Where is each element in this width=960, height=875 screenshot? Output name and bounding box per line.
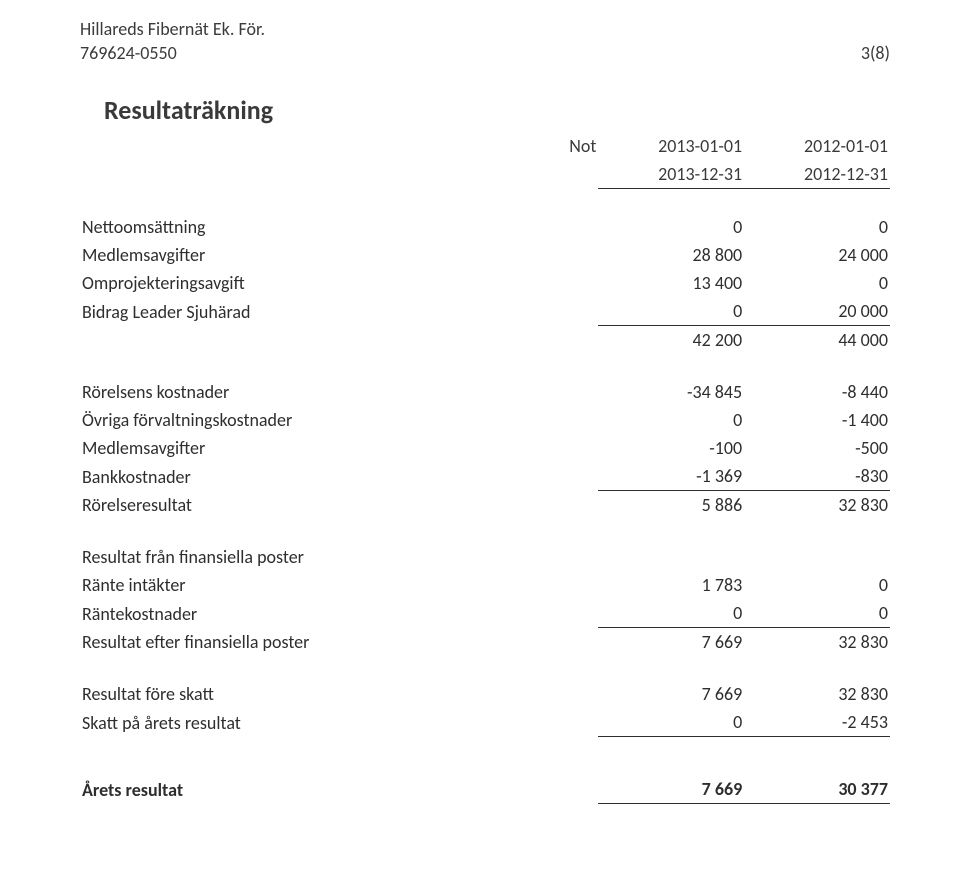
cell-label: Rörelsens kostnader — [80, 378, 517, 406]
cell-a: -100 — [598, 434, 744, 462]
cell-label: Bidrag Leader Sjuhärad — [80, 297, 517, 326]
cell-label: Skatt på årets resultat — [80, 708, 517, 737]
cell-b: 0 — [744, 269, 890, 297]
row-rorelseresultat: Rörelseresultat 5 886 32 830 — [80, 491, 890, 520]
cell-b: 32 830 — [744, 628, 890, 657]
cell-a: -34 845 — [598, 378, 744, 406]
cell-a: 7 669 — [598, 775, 744, 804]
cell-label: Resultat från finansiella poster — [80, 543, 517, 571]
row-omprojekteringsavgift: Omprojekteringsavgift 13 400 0 — [80, 269, 890, 297]
row-nettoomsattning: Nettoomsättning 0 0 — [80, 213, 890, 241]
page-marker: 3(8) — [861, 42, 890, 64]
cell-label: Bankkostnader — [80, 462, 517, 491]
cell-a: 0 — [598, 213, 744, 241]
cell-label: Räntekostnader — [80, 599, 517, 628]
cell-b: -8 440 — [744, 378, 890, 406]
cell-label: Övriga förvaltningskostnader — [80, 406, 517, 434]
cell-label: Resultat efter finansiella poster — [80, 628, 517, 657]
cell-a: 5 886 — [598, 491, 744, 520]
cell-a: 42 200 — [598, 326, 744, 355]
col-a-bottom: 2013-12-31 — [598, 160, 744, 189]
row-resultat-fore-skatt: Resultat före skatt 7 669 32 830 — [80, 680, 890, 708]
cell-b: 44 000 — [744, 326, 890, 355]
row-rorelsens-kostnader: Rörelsens kostnader -34 845 -8 440 — [80, 378, 890, 406]
row-medlemsavgifter-1: Medlemsavgifter 28 800 24 000 — [80, 241, 890, 269]
row-ranteintakter: Ränte intäkter 1 783 0 — [80, 571, 890, 599]
row-bankkostnader: Bankkostnader -1 369 -830 — [80, 462, 890, 491]
col-b-bottom: 2012-12-31 — [744, 160, 890, 189]
cell-a: 7 669 — [598, 680, 744, 708]
cell-a: 0 — [598, 297, 744, 326]
org-number: 769624-0550 — [80, 42, 177, 64]
col-a-top: 2013-01-01 — [598, 132, 744, 160]
row-sum-intakter: 42 200 44 000 — [80, 326, 890, 355]
cell-label: Årets resultat — [80, 775, 517, 804]
row-bidrag-leader: Bidrag Leader Sjuhärad 0 20 000 — [80, 297, 890, 326]
row-medlemsavgifter-2: Medlemsavgifter -100 -500 — [80, 434, 890, 462]
cell-b: 0 — [744, 599, 890, 628]
cell-label: Ränte intäkter — [80, 571, 517, 599]
cell-a: 28 800 — [598, 241, 744, 269]
cell-b: -830 — [744, 462, 890, 491]
cell-b: 32 830 — [744, 680, 890, 708]
row-ovriga-forvaltning: Övriga förvaltningskostnader 0 -1 400 — [80, 406, 890, 434]
cell-a: 0 — [598, 406, 744, 434]
cell-a: 0 — [598, 708, 744, 737]
cell-a: 0 — [598, 599, 744, 628]
col-header-row-2: 2013-12-31 2012-12-31 — [80, 160, 890, 189]
cell-b: 0 — [744, 213, 890, 241]
cell-b: 30 377 — [744, 775, 890, 804]
cell-a: 1 783 — [598, 571, 744, 599]
cell-b: 20 000 — [744, 297, 890, 326]
cell-label: Resultat före skatt — [80, 680, 517, 708]
col-not-label: Not — [517, 132, 598, 160]
page: Hillareds Fibernät Ek. För. 769624-0550 … — [0, 0, 960, 875]
row-fin-poster-heading: Resultat från finansiella poster — [80, 543, 890, 571]
cell-b: -1 400 — [744, 406, 890, 434]
row-skatt: Skatt på årets resultat 0 -2 453 — [80, 708, 890, 737]
col-b-top: 2012-01-01 — [744, 132, 890, 160]
cell-label: Rörelseresultat — [80, 491, 517, 520]
cell-label: Nettoomsättning — [80, 213, 517, 241]
cell-label: Omprojekteringsavgift — [80, 269, 517, 297]
row-rantekostnader: Räntekostnader 0 0 — [80, 599, 890, 628]
cell-label: Medlemsavgifter — [80, 241, 517, 269]
cell-b: 0 — [744, 571, 890, 599]
org-name: Hillareds Fibernät Ek. För. — [80, 18, 890, 40]
cell-b: 24 000 — [744, 241, 890, 269]
cell-label: Medlemsavgifter — [80, 434, 517, 462]
cell-a: 7 669 — [598, 628, 744, 657]
income-statement-table: Not 2013-01-01 2012-01-01 2013-12-31 201… — [80, 132, 890, 804]
cell-b: -2 453 — [744, 708, 890, 737]
row-arets-resultat: Årets resultat 7 669 30 377 — [80, 775, 890, 804]
cell-b: -500 — [744, 434, 890, 462]
cell-a: -1 369 — [598, 462, 744, 491]
row-resultat-efter-fin: Resultat efter finansiella poster 7 669 … — [80, 628, 890, 657]
col-header-row-1: Not 2013-01-01 2012-01-01 — [80, 132, 890, 160]
section-title: Resultaträkning — [104, 94, 890, 126]
cell-b: 32 830 — [744, 491, 890, 520]
cell-a: 13 400 — [598, 269, 744, 297]
org-meta-line: 769624-0550 3(8) — [80, 42, 890, 64]
